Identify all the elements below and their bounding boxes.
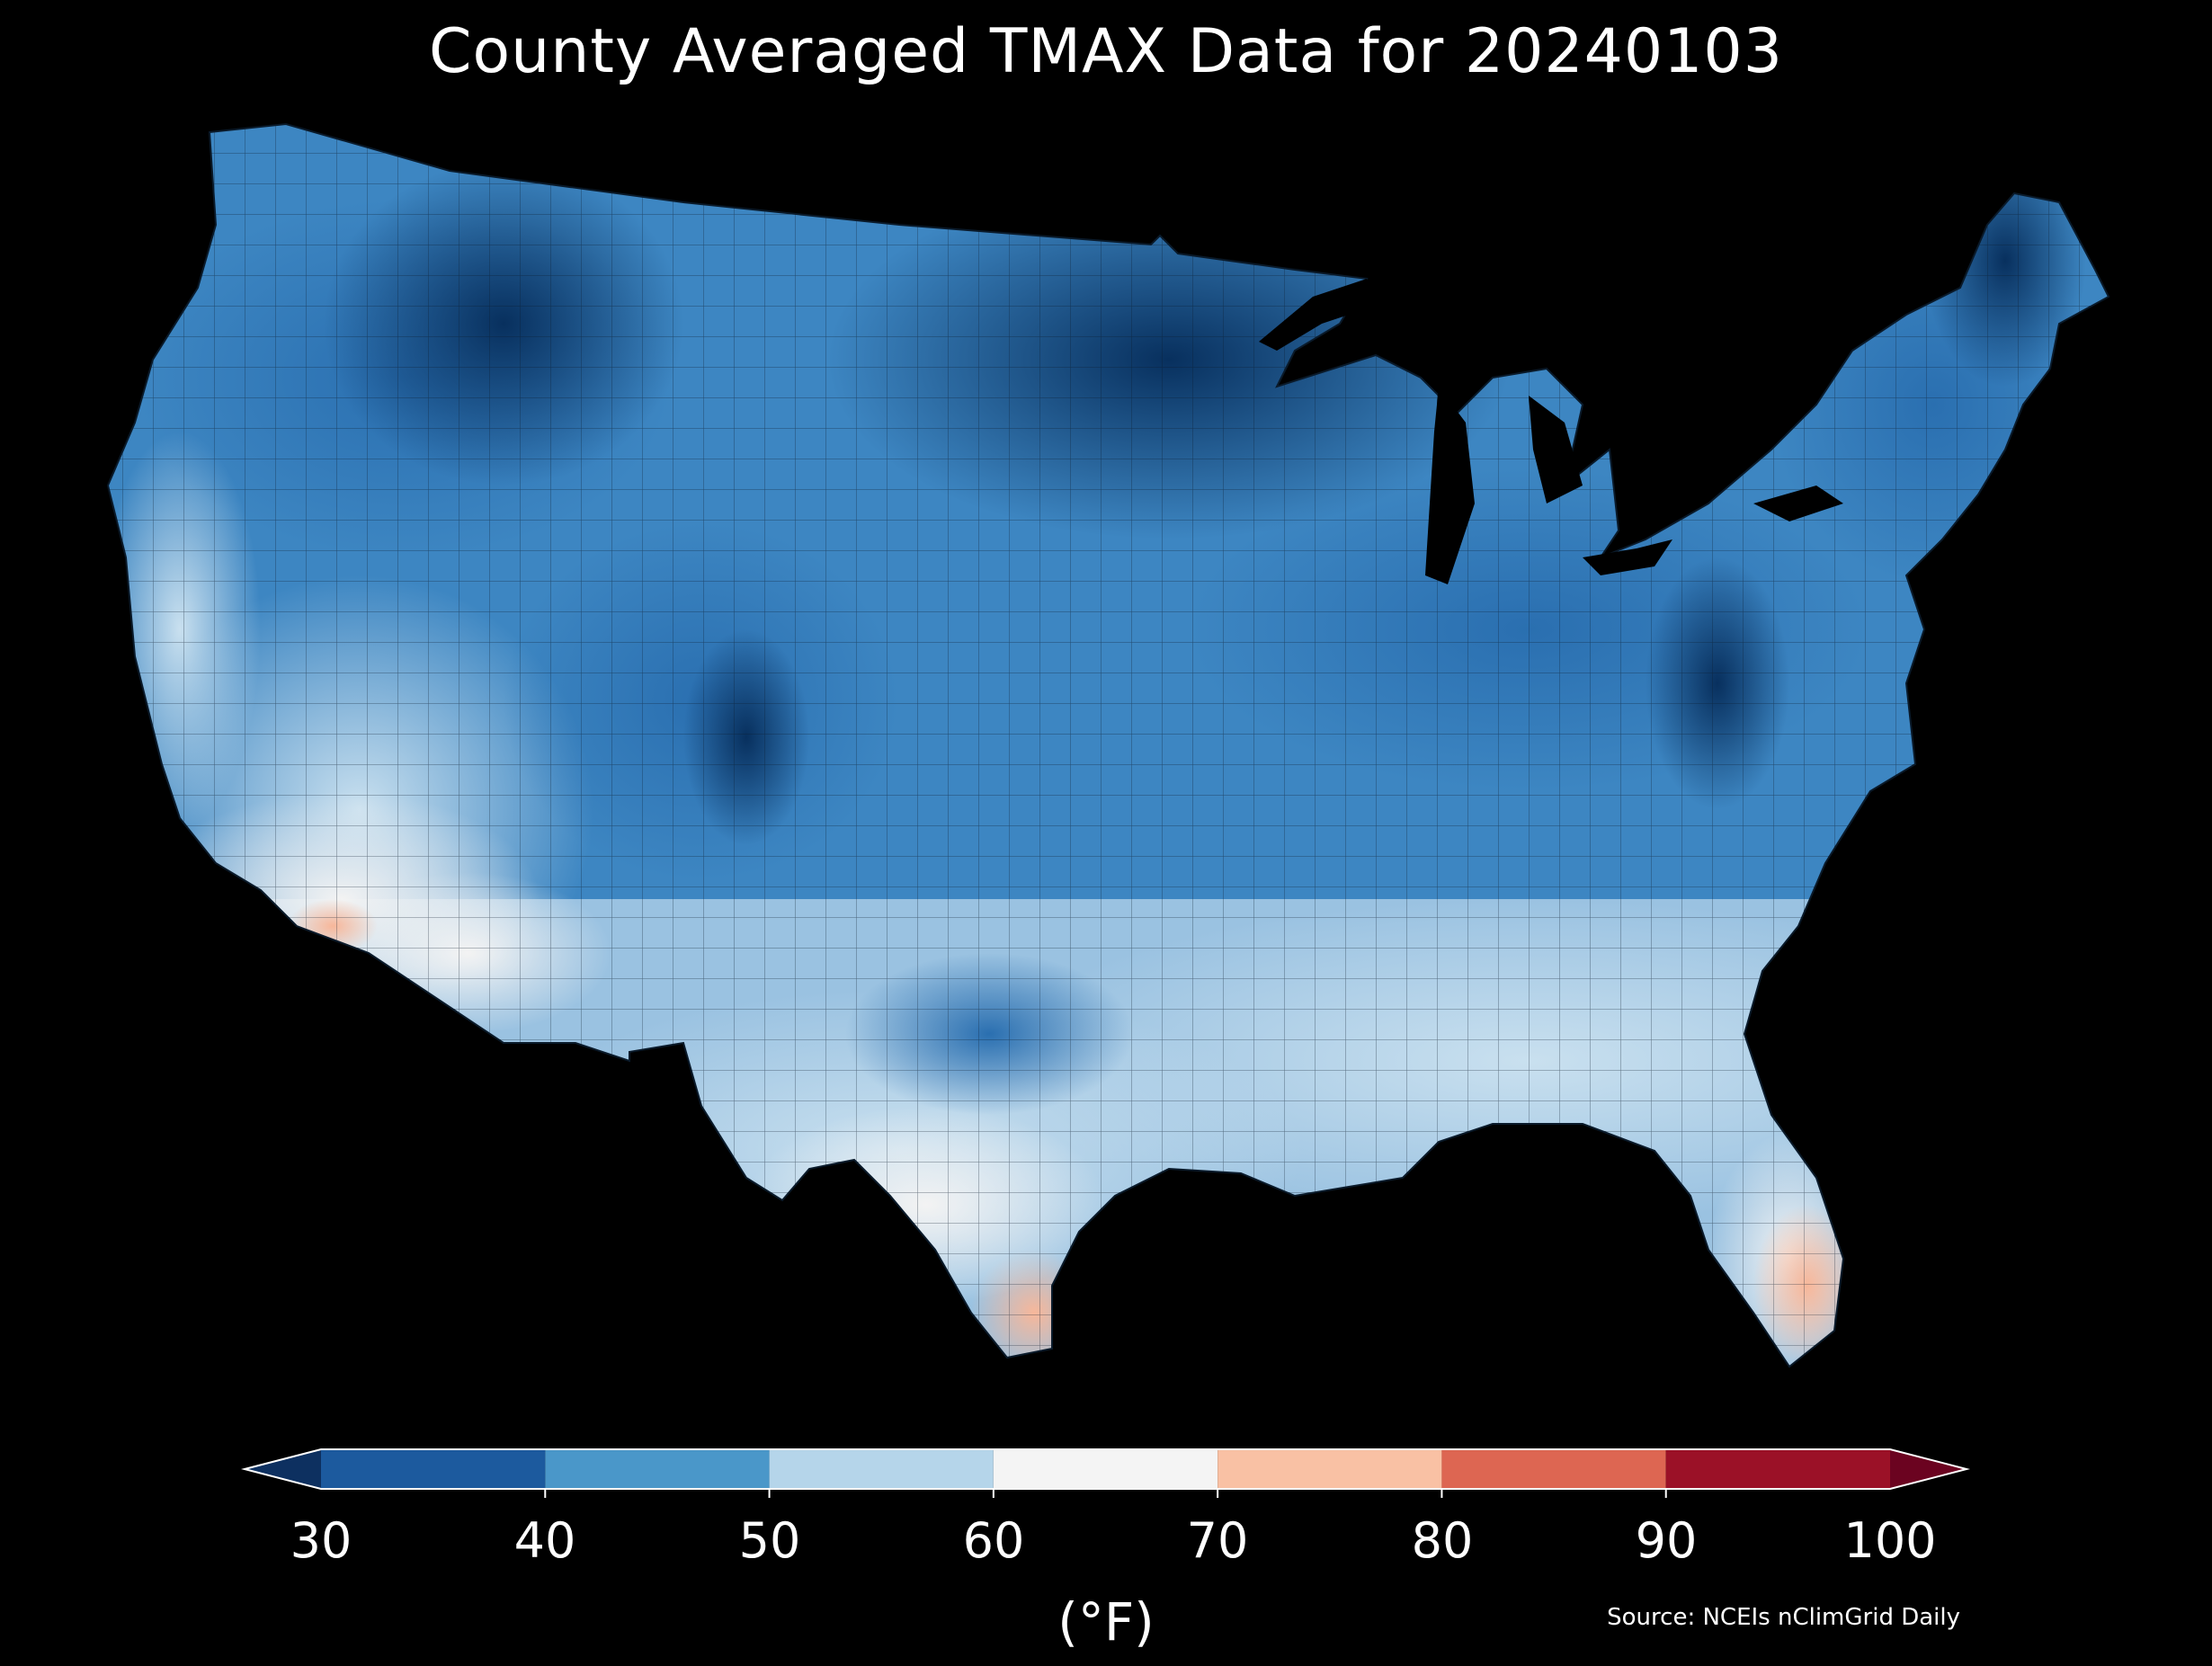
colorbar-tick-50: 50 <box>738 1512 801 1569</box>
colorbar-under-arrow <box>245 1449 321 1489</box>
colorbar-tick-70: 70 <box>1186 1512 1249 1569</box>
colorbar-bin-30-40 <box>321 1449 546 1489</box>
colorbar-tick-40: 40 <box>513 1512 576 1569</box>
great-lakes <box>1259 279 1843 584</box>
colorbar-bin-90-100 <box>1665 1449 1890 1489</box>
colorbar-tick-30: 30 <box>290 1512 352 1569</box>
colorbar-bin-40-50 <box>545 1449 770 1489</box>
colorbar-tick-60: 60 <box>962 1512 1025 1569</box>
colorbar-over-arrow <box>1890 1449 1967 1489</box>
colorbar-tick-80: 80 <box>1411 1512 1474 1569</box>
colorbar-tick-100: 100 <box>1843 1512 1937 1569</box>
colorbar-bin-50-60 <box>769 1449 994 1489</box>
colorbar-outline <box>241 1448 1970 1490</box>
colorbar-unit-label: (°F) <box>1057 1591 1155 1653</box>
colorbar-bin-70-80 <box>1217 1449 1442 1489</box>
us-outline <box>106 122 2110 1368</box>
map-title: County Averaged TMAX Data for 20240103 <box>429 16 1783 87</box>
source-credit: Source: NCEIs nClimGrid Daily <box>1607 1604 1960 1631</box>
colorbar-tick-90: 90 <box>1635 1512 1698 1569</box>
colorbar-bin-80-90 <box>1441 1449 1666 1489</box>
colorbar-bin-60-70 <box>993 1449 1218 1489</box>
